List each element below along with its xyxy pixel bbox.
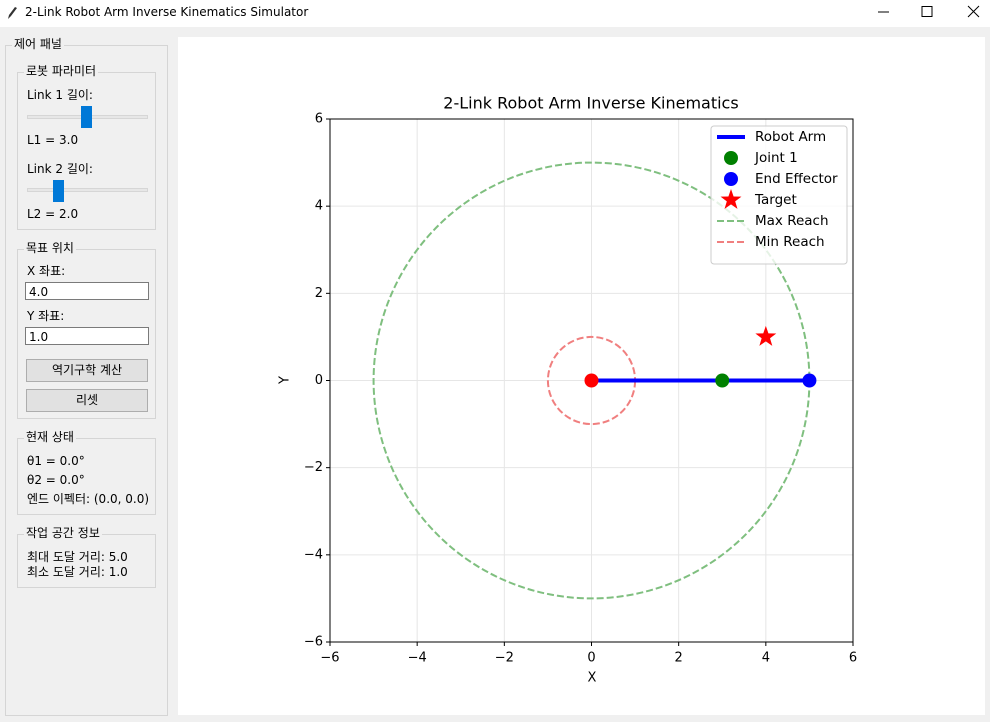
label: Link 2 길이: [27, 162, 93, 176]
legend-label: Robot Arm [755, 129, 826, 145]
chart: 2-Link Robot Arm Inverse Kinematics X Y … [178, 37, 985, 715]
y-tick-label: −2 [304, 460, 323, 475]
frame-title: 현재 상태 [24, 430, 76, 444]
legend-swatch [724, 172, 738, 186]
x-tick-label: −2 [495, 651, 514, 666]
frame-title: 작업 공간 정보 [24, 526, 102, 540]
joint-point [584, 373, 599, 388]
joint-point [802, 373, 817, 388]
y-tick-label: 4 [315, 199, 323, 214]
label: Link 1 길이: [27, 88, 93, 102]
target-star [755, 325, 777, 346]
control-panel [5, 45, 168, 716]
slider-thumb[interactable] [53, 180, 64, 202]
panel-title: 제어 패널 [12, 37, 64, 51]
label: Y 좌표: [27, 309, 65, 323]
x-tick-label: 0 [587, 651, 595, 666]
app-icon [8, 7, 17, 19]
state-frame [17, 438, 156, 515]
label: θ1 = 0.0° [27, 454, 85, 468]
legend: Robot Arm Joint 1 End Effector Target Max Re… [710, 125, 848, 265]
y-input[interactable]: 1.0 [25, 327, 149, 345]
target-frame [17, 249, 156, 419]
y-tick-label: 6 [315, 112, 323, 127]
label: 최소 도달 거리: 1.0 [27, 565, 128, 579]
compute-button[interactable]: 역기구학 계산 [26, 359, 148, 382]
close-button[interactable] [967, 5, 980, 18]
reset-button[interactable]: 리셋 [26, 389, 148, 412]
legend-swatch [724, 151, 738, 165]
slider-track[interactable] [27, 188, 148, 192]
slider-thumb[interactable] [81, 106, 92, 128]
x-tick-label: 6 [849, 651, 857, 666]
title-bar: 2-Link Robot Arm Inverse Kinematics Simu… [0, 0, 990, 27]
label: X 좌표: [27, 264, 66, 278]
window-title: 2-Link Robot Arm Inverse Kinematics Simu… [25, 5, 309, 19]
y-tick-label: 2 [315, 286, 323, 301]
x-tick-label: 2 [675, 651, 683, 666]
legend-label: End Effector [755, 171, 838, 187]
legend-label: Target [754, 192, 797, 208]
label: 최대 도달 거리: 5.0 [27, 550, 128, 564]
y-axis-label: Y [278, 376, 293, 385]
chart-title: 2-Link Robot Arm Inverse Kinematics [443, 94, 738, 113]
legend-label: Joint 1 [754, 150, 798, 166]
x-tick-label: −4 [408, 651, 427, 666]
x-input[interactable]: 4.0 [25, 282, 149, 300]
legend-label: Min Reach [755, 234, 825, 250]
y-tick-label: −6 [304, 635, 323, 650]
label: θ2 = 0.0° [27, 473, 85, 487]
legend-frame [710, 125, 848, 265]
y-tick-label: 0 [315, 373, 323, 388]
y-tick-label: −4 [304, 547, 323, 562]
label: 엔드 이펙터: (0.0, 0.0) [27, 492, 150, 506]
frame-title: 목표 위치 [24, 241, 76, 255]
legend-swatch [720, 189, 742, 209]
label: L2 = 2.0 [27, 207, 79, 221]
axes-frame [329, 118, 854, 643]
x-tick-label: 4 [762, 651, 770, 666]
label: L1 = 3.0 [27, 133, 79, 147]
legend-label: Max Reach [755, 213, 829, 229]
maximize-button[interactable] [921, 6, 933, 17]
x-axis-label: X [588, 671, 597, 686]
frame-title: 로봇 파라미터 [24, 64, 99, 78]
joint-point [715, 373, 730, 388]
window-controls [878, 5, 980, 18]
x-tick-label: −6 [320, 651, 339, 666]
